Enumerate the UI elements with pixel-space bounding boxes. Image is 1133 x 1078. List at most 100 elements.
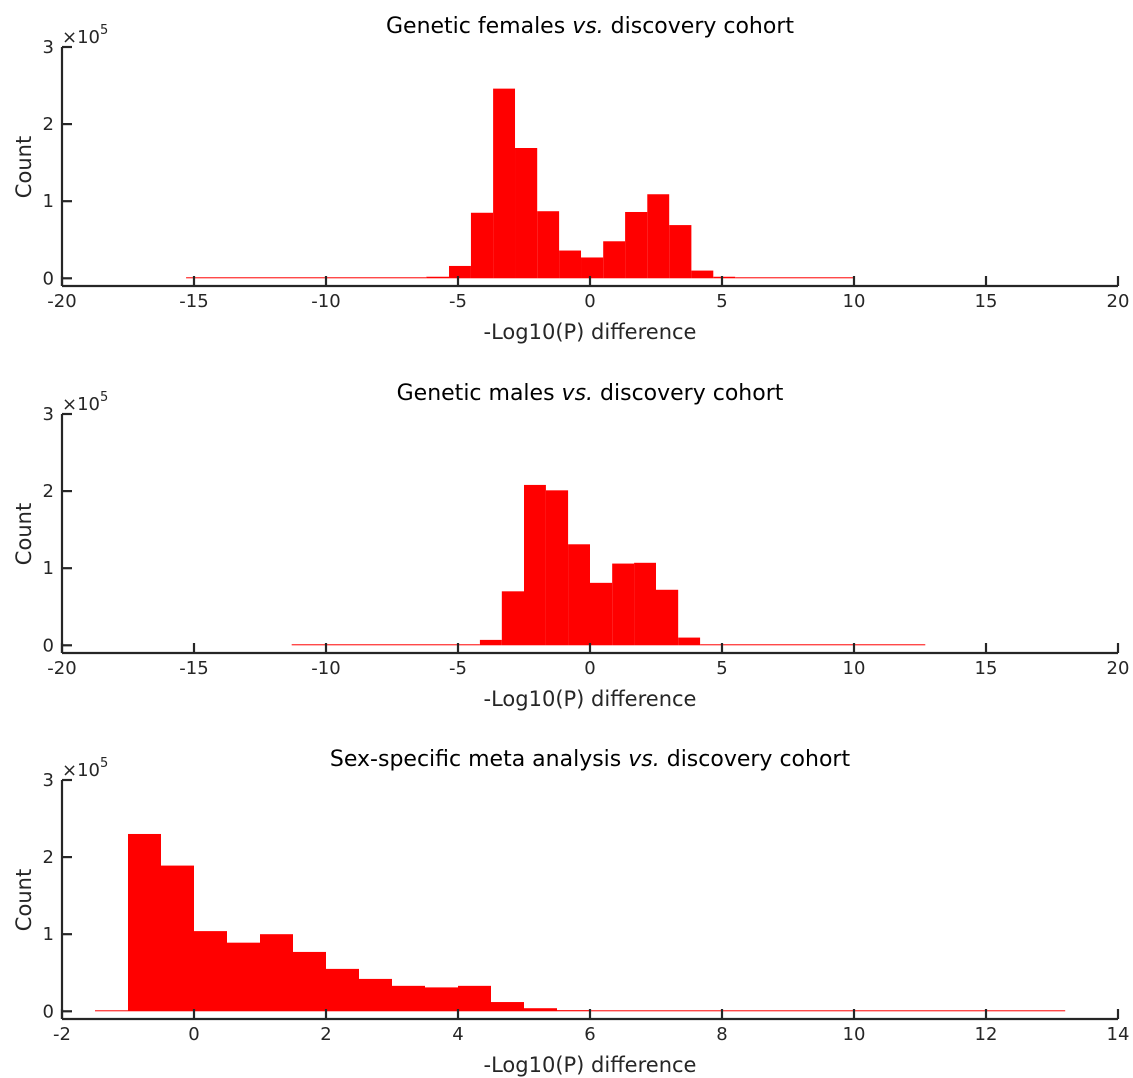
y-axis-label: Count xyxy=(12,136,36,198)
panel-title: Genetic females vs. discovery cohort xyxy=(386,14,794,39)
histogram-bar-10 xyxy=(678,637,701,646)
histogram-bar-9 xyxy=(656,589,679,646)
x-tick-label: 10 xyxy=(843,1024,866,1045)
x-axis-label: -Log10(P) difference xyxy=(484,1053,697,1077)
histogram-bar-2 xyxy=(501,591,524,646)
histogram-bar-11 xyxy=(458,985,491,1012)
panel-genetic-males: Genetic males vs. discovery cohort ×105 … xyxy=(12,381,1129,711)
histogram-bar-11 xyxy=(647,194,670,279)
y-tick-label: 0 xyxy=(43,268,54,289)
histogram-bar-3 xyxy=(194,931,227,1012)
histogram-bar-1 xyxy=(128,833,161,1012)
histogram-bar-12 xyxy=(491,1002,524,1012)
histogram-bar-10 xyxy=(425,987,458,1012)
x-axis-label: -Log10(P) difference xyxy=(484,687,697,711)
histogram-bar-4 xyxy=(545,490,569,646)
x-tick-label: 12 xyxy=(975,1024,998,1045)
histogram-bar-6 xyxy=(293,951,326,1012)
title-italic: vs. xyxy=(562,381,593,406)
x-tick-label: 0 xyxy=(584,291,595,312)
histogram-bar-6 xyxy=(590,582,613,646)
x-tick-label: 15 xyxy=(975,658,998,679)
y-exponent-label: ×105 xyxy=(62,390,108,415)
histogram-bar-10 xyxy=(625,211,648,279)
y-tick-label: 3 xyxy=(43,770,54,791)
y-tick-label: 0 xyxy=(43,1001,54,1022)
y-tick-label: 3 xyxy=(43,37,54,58)
x-tick-label: 15 xyxy=(975,291,998,312)
histogram-bar-2 xyxy=(449,265,471,279)
y-axis-label: Count xyxy=(12,869,36,931)
y-tick-label: 3 xyxy=(43,404,54,425)
y-tick-label: 1 xyxy=(43,924,54,945)
histogram-bar-9 xyxy=(392,985,425,1012)
title-italic: vs. xyxy=(572,14,603,39)
histogram-bar-5 xyxy=(260,934,293,1012)
x-tick-label: 10 xyxy=(843,658,866,679)
y-exponent-label: ×105 xyxy=(62,23,108,48)
x-axis-label: -Log10(P) difference xyxy=(484,320,697,344)
histogram-bar-4 xyxy=(227,942,260,1012)
x-tick-label: 5 xyxy=(716,291,727,312)
histogram-bar-11 xyxy=(700,644,926,646)
x-tick-label: -20 xyxy=(47,291,76,312)
x-tick-label: 14 xyxy=(1107,1024,1130,1045)
histogram-bar-15 xyxy=(735,277,854,279)
histogram-bar-5 xyxy=(568,544,590,646)
x-tick-label: -15 xyxy=(179,658,208,679)
x-tick-label: 5 xyxy=(716,658,727,679)
x-tick-label: -5 xyxy=(449,291,467,312)
histogram-bar-13 xyxy=(691,270,714,279)
y-tick-label: 2 xyxy=(43,114,54,135)
histogram-bar-1 xyxy=(479,639,502,646)
y-tick-label: 1 xyxy=(43,558,54,579)
histogram-bar-0 xyxy=(95,1010,128,1012)
histogram-bar-13 xyxy=(524,1008,557,1012)
histogram-bar-15 xyxy=(590,1010,1066,1012)
histogram-bar-7 xyxy=(559,250,582,279)
title-main: Genetic males xyxy=(397,381,555,406)
histogram-bar-8 xyxy=(581,257,604,279)
x-tick-label: -2 xyxy=(53,1024,71,1045)
y-tick-label: 1 xyxy=(43,191,54,212)
bars xyxy=(186,88,854,279)
x-tick-label: 20 xyxy=(1107,291,1130,312)
panel-sex-specific-meta: Sex-specific meta analysis vs. discovery… xyxy=(12,747,1129,1077)
panel-title: Sex-specific meta analysis vs. discovery… xyxy=(330,747,851,772)
title-italic: vs. xyxy=(628,747,659,772)
x-tick-label: 0 xyxy=(584,658,595,679)
histogram-bar-7 xyxy=(326,968,359,1012)
x-tick-label: 8 xyxy=(716,1024,727,1045)
histogram-bar-0 xyxy=(186,277,427,279)
histogram-bar-4 xyxy=(493,88,516,279)
y-tick-label: 2 xyxy=(43,481,54,502)
histogram-bar-14 xyxy=(557,1010,590,1012)
histogram-bar-1 xyxy=(426,276,450,279)
y-tick-label: 0 xyxy=(43,635,54,656)
x-tick-label: 0 xyxy=(188,1024,199,1045)
panel-title: Genetic males vs. discovery cohort xyxy=(397,381,784,406)
x-tick-label: 4 xyxy=(452,1024,463,1045)
x-tick-label: 6 xyxy=(584,1024,595,1045)
axes: -20 -15 -10 -5 0 5 10 15 20 0 1 2 3 xyxy=(43,37,1130,312)
histogram-bar-0 xyxy=(291,644,480,646)
y-tick-label: 2 xyxy=(43,847,54,868)
panel-genetic-females: Genetic females vs. discovery cohort ×10… xyxy=(12,14,1129,344)
histogram-bar-8 xyxy=(634,562,656,646)
histogram-bar-2 xyxy=(161,865,194,1012)
x-tick-label: -20 xyxy=(47,658,76,679)
histogram-bar-14 xyxy=(713,276,736,279)
histogram-bar-12 xyxy=(669,225,692,279)
x-tick-label: -5 xyxy=(449,658,467,679)
x-tick-label: -10 xyxy=(311,658,340,679)
histogram-bar-7 xyxy=(612,563,635,646)
y-axis-label: Count xyxy=(12,503,36,565)
x-tick-label: -10 xyxy=(311,291,340,312)
title-main: Genetic females xyxy=(386,14,565,39)
histogram-bar-3 xyxy=(524,484,546,646)
histogram-bar-9 xyxy=(603,241,626,279)
x-tick-label: 10 xyxy=(843,291,866,312)
y-exponent-label: ×105 xyxy=(62,756,108,781)
